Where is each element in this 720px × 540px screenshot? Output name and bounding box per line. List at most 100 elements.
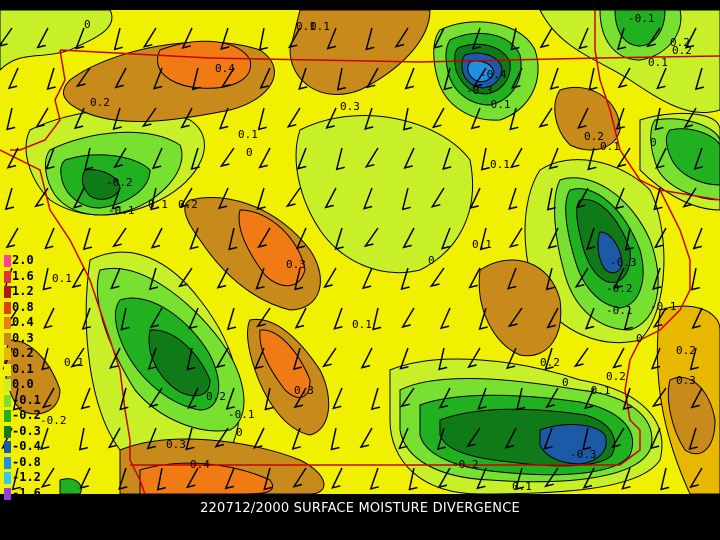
legend-label: -0.2 xyxy=(12,408,41,422)
wind-barb xyxy=(257,107,267,131)
wind-barb xyxy=(372,307,382,331)
wind-barb xyxy=(516,387,526,411)
wind-barb xyxy=(41,387,55,409)
wind-barb xyxy=(73,107,85,130)
wind-barb xyxy=(186,347,196,371)
wind-barb xyxy=(295,227,307,250)
wind-barb xyxy=(74,27,85,50)
wind-barb xyxy=(326,27,337,50)
wind-barb xyxy=(689,347,699,371)
wind-barb xyxy=(363,227,379,248)
wind-barb xyxy=(471,27,481,50)
wind-barb xyxy=(79,467,91,490)
wind-barb xyxy=(0,27,13,47)
wind-barb xyxy=(4,187,15,211)
wind-barb xyxy=(292,467,307,488)
legend-label: -0.8 xyxy=(12,454,41,469)
wind-barb xyxy=(298,67,308,90)
wind-barb xyxy=(293,387,307,409)
wind-barb xyxy=(263,467,273,491)
wind-barb xyxy=(588,67,598,91)
wind-barb xyxy=(508,187,518,210)
wind-barb xyxy=(549,67,559,90)
contour-label: 0.2 xyxy=(672,44,692,57)
wind-barb xyxy=(582,467,595,489)
wind-barb xyxy=(693,147,703,170)
wind-barb xyxy=(71,267,85,289)
legend-label: 1.6 xyxy=(12,268,34,283)
wind-barb xyxy=(255,307,271,328)
contour-label: 0.2 xyxy=(670,36,690,49)
wind-barb xyxy=(78,427,88,451)
wind-barb xyxy=(75,67,91,88)
wind-barb xyxy=(228,227,238,251)
contour-label: -0.2 xyxy=(606,282,633,295)
contour-label: 0.1 xyxy=(472,238,492,251)
wind-barb xyxy=(214,427,229,448)
wind-barb xyxy=(113,147,127,169)
contour-label: 0.1 xyxy=(64,356,84,369)
contour-label: -0.1 xyxy=(628,12,655,25)
legend-label: -0.4 xyxy=(12,439,41,453)
wind-barb xyxy=(548,147,559,170)
wind-barb xyxy=(506,267,517,290)
wind-barb xyxy=(436,427,447,451)
wind-barb xyxy=(472,67,487,88)
wind-barb xyxy=(114,67,127,89)
wind-barb xyxy=(577,107,589,129)
wind-barb xyxy=(539,27,553,49)
legend-item: 1.6 xyxy=(0,268,56,283)
wind-barb xyxy=(225,387,235,410)
contour-label: 0.4 xyxy=(215,62,235,75)
wind-barb xyxy=(220,67,235,88)
legend-label: -0.1 xyxy=(12,392,41,407)
wind-barb xyxy=(480,147,490,171)
legend-label: 0.1 xyxy=(12,361,34,376)
wind-barb xyxy=(253,427,265,449)
wind-barb xyxy=(148,387,163,408)
wind-barb xyxy=(476,467,487,490)
wind-barb xyxy=(191,67,201,91)
wind-barb xyxy=(254,347,265,370)
wind-barb xyxy=(36,27,49,49)
wind-barb xyxy=(362,187,373,210)
legend-label: -1.6 xyxy=(12,485,41,500)
wind-barbs xyxy=(0,27,705,491)
wind-barb xyxy=(478,307,488,331)
wind-barb xyxy=(365,27,375,51)
contour-label: 0.3 xyxy=(340,100,360,113)
wind-barb xyxy=(611,427,625,449)
wind-barb xyxy=(219,147,235,168)
wind-barb xyxy=(42,267,52,291)
contour-label: 0.3 xyxy=(286,258,306,271)
wind-barb xyxy=(467,347,481,369)
wind-barb xyxy=(507,307,523,328)
wind-barb xyxy=(226,307,237,331)
wind-barb xyxy=(654,107,664,131)
wind-barb xyxy=(543,427,553,450)
wind-barb xyxy=(41,347,51,371)
contour-label: 0.2 xyxy=(584,130,604,143)
wind-barb xyxy=(504,427,517,449)
wind-barb xyxy=(7,67,19,90)
wind-barb xyxy=(438,387,451,409)
contour-label: 0.2 xyxy=(606,370,626,383)
wind-barb xyxy=(509,147,523,169)
wind-barb xyxy=(470,107,481,130)
legend-item: -0.3 xyxy=(0,424,56,438)
wind-barb xyxy=(292,347,303,371)
contour-label: 0 xyxy=(236,426,243,439)
wind-barb xyxy=(150,227,163,249)
contour-label: 0.3 xyxy=(294,384,314,397)
wind-barb xyxy=(433,27,445,49)
contour-label: -0.2 xyxy=(106,176,133,189)
wind-barb xyxy=(694,67,705,91)
legend-swatch xyxy=(4,301,11,314)
wind-barb xyxy=(683,107,697,129)
contour-label: 0.1 xyxy=(148,198,168,211)
wind-barb xyxy=(402,227,415,249)
moisture-divergence-map: 0 0.1 0.4 0.3 0.2 0.1 0 -0.2 -0.1 0.1 0.2 -0.4 -0.3-… xyxy=(0,10,720,500)
wind-barb xyxy=(616,27,627,51)
wind-barb xyxy=(5,227,19,249)
legend-item: 1.2 xyxy=(0,285,56,298)
